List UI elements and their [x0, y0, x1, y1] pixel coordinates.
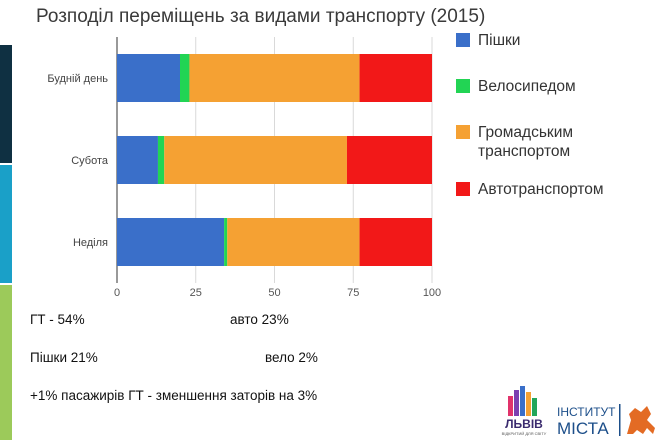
note-walk: Пішки 21% — [30, 350, 98, 365]
bar-1-3 — [346, 136, 432, 184]
lion-icon — [627, 406, 655, 434]
legend-label-2: Громадським транспортом — [478, 124, 573, 160]
chart-title: Розподіл переміщень за видами транспорту… — [36, 6, 485, 27]
legend-label-1: Велосипедом — [478, 78, 576, 95]
bar-2-1 — [224, 218, 228, 266]
city-institute-logo: ІНСТИТУТ МІСТА — [557, 404, 655, 438]
bar-1-2 — [164, 136, 347, 184]
lviv-logo-tagline: ВІДКРИТИЙ ДЛЯ СВІТУ — [502, 431, 547, 436]
institute-logo-line2: МІСТА — [557, 419, 609, 438]
bar-1-1 — [157, 136, 165, 184]
note-auto: авто 23% — [230, 312, 289, 327]
x-tick-100: 100 — [423, 287, 441, 299]
bar-0-2 — [189, 54, 360, 102]
x-tick-50: 50 — [268, 287, 280, 299]
chart-bars — [117, 54, 432, 266]
lviv-logo: ЛЬВІВ ВІДКРИТИЙ ДЛЯ СВІТУ — [502, 386, 547, 436]
lviv-logo-text: ЛЬВІВ — [505, 417, 543, 431]
note-summary: +1% пасажирів ГТ - зменшення заторів на … — [30, 388, 318, 403]
legend-swatch-0 — [456, 33, 470, 47]
bar-2-0 — [117, 218, 225, 266]
legend-swatch-3 — [456, 182, 470, 196]
category-labels: Будній день Субота Неділя — [47, 73, 108, 249]
legend-swatch-1 — [456, 79, 470, 93]
category-label-0: Будній день — [47, 73, 108, 85]
bar-2-2 — [227, 218, 360, 266]
note-public-transport: ГТ - 54% — [30, 312, 85, 327]
legend-label-3: Автотранспортом — [478, 181, 604, 198]
bar-2-3 — [359, 218, 432, 266]
bar-0-1 — [180, 54, 190, 102]
chart-legend: Пішки Велосипедом Громадським транспортом Ав… — [456, 32, 604, 198]
legend-swatch-2 — [456, 125, 470, 139]
institute-logo-line1: ІНСТИТУТ — [557, 405, 616, 419]
decor-stripe-mid — [0, 165, 12, 283]
bar-0-0 — [117, 54, 180, 102]
x-tick-0: 0 — [114, 287, 120, 299]
category-label-2: Неділя — [73, 237, 108, 249]
x-tick-25: 25 — [190, 287, 202, 299]
decor-stripe-low — [0, 285, 12, 440]
decor-stripe-top — [0, 45, 12, 163]
bar-0-3 — [359, 54, 432, 102]
x-tick-labels: 0 25 50 75 100 — [114, 287, 441, 299]
x-tick-75: 75 — [347, 287, 359, 299]
category-label-1: Субота — [71, 155, 109, 167]
bar-1-0 — [117, 136, 158, 184]
note-bike: вело 2% — [265, 350, 318, 365]
transport-chart: Розподіл переміщень за видами транспорту… — [36, 6, 604, 299]
legend-label-0: Пішки — [478, 32, 520, 49]
